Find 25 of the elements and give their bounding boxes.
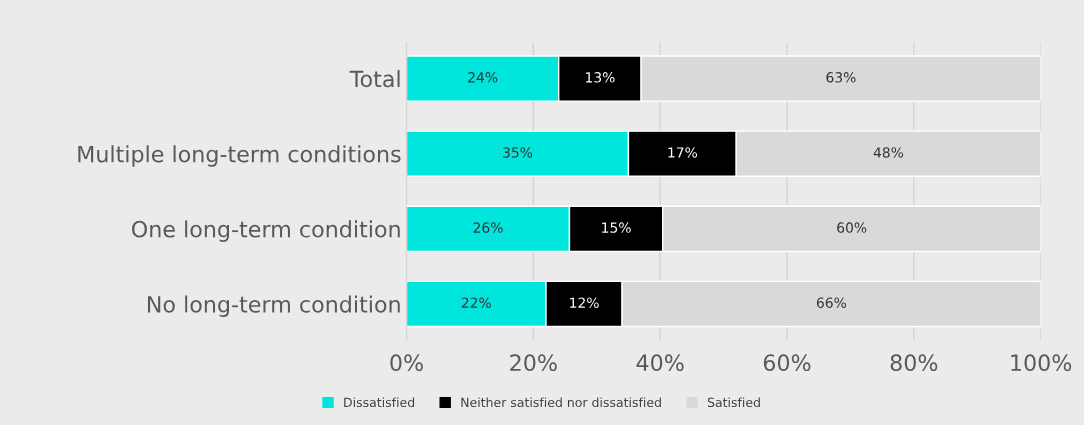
x-tick-label: 100%	[1011, 354, 1072, 372]
data-label: 24%	[468, 72, 498, 83]
legend-label: Neither satisfied nor dissatisfied	[461, 397, 661, 408]
y-tick-label: One long-term condition	[132, 220, 400, 242]
data-label: 60%	[837, 222, 867, 233]
data-label: 12%	[570, 297, 599, 308]
data-label: 48%	[873, 147, 904, 158]
legend-label: Dissatisfied	[344, 397, 415, 408]
x-tick-label: 60%	[763, 354, 811, 372]
y-tick-label: No long-term condition	[147, 295, 400, 317]
data-label: 63%	[826, 72, 856, 83]
data-label: 35%	[503, 147, 533, 158]
x-tick-label: 80%	[890, 354, 938, 372]
data-label: 15%	[602, 222, 631, 233]
x-tick-label: 40%	[636, 354, 684, 372]
data-label: 13%	[586, 72, 615, 83]
x-tick-label: 20%	[510, 354, 557, 372]
data-label: 22%	[461, 297, 491, 308]
data-label: 17%	[668, 147, 698, 158]
legend-label: Satisfied	[707, 397, 760, 408]
data-label: 26%	[473, 222, 503, 233]
data-label: 66%	[816, 297, 847, 308]
x-tick-label: 0%	[390, 354, 423, 372]
y-tick-label: Total	[349, 70, 400, 88]
y-tick-label: Multiple long-term conditions	[78, 145, 401, 167]
